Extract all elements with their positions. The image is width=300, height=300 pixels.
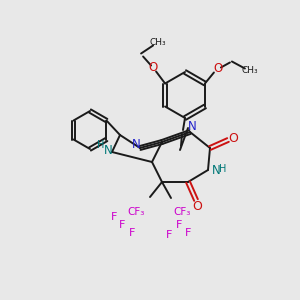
Text: CH₃: CH₃ <box>242 66 258 75</box>
Text: F: F <box>111 212 117 222</box>
Text: H: H <box>97 140 105 150</box>
Text: O: O <box>228 131 238 145</box>
Text: CF₃: CF₃ <box>173 207 191 217</box>
Text: CF₃: CF₃ <box>127 207 145 217</box>
Text: O: O <box>192 200 202 212</box>
Text: O: O <box>213 62 223 75</box>
Text: N: N <box>212 164 220 176</box>
Text: F: F <box>129 228 135 238</box>
Text: N: N <box>132 137 140 151</box>
Text: F: F <box>166 230 172 240</box>
Text: F: F <box>176 220 182 230</box>
Text: CH₃: CH₃ <box>150 38 166 47</box>
Text: F: F <box>185 228 191 238</box>
Text: H: H <box>219 164 227 174</box>
Text: N: N <box>188 121 196 134</box>
Text: O: O <box>148 61 158 74</box>
Text: F: F <box>119 220 125 230</box>
Text: N: N <box>103 143 112 157</box>
